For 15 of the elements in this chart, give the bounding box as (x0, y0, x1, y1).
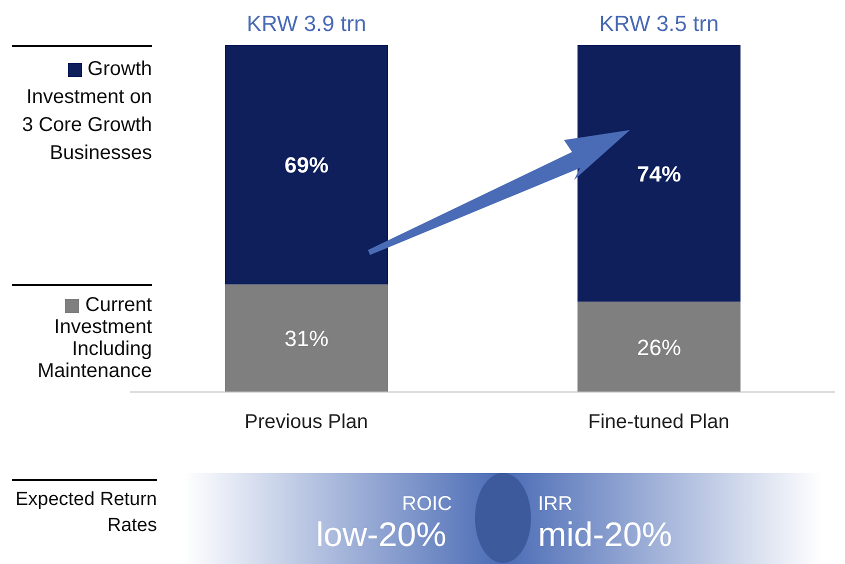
data-label: 69% (284, 152, 329, 178)
legend-label: Growth Investment on 3 Core Growth Businesses (12, 45, 152, 284)
text: IRR (538, 493, 572, 515)
total-label: KRW 3.9 trn (246, 11, 366, 36)
legend-label: Current Investment Including Maintenance (12, 284, 152, 392)
data-label: 26% (636, 334, 682, 360)
data-label: 74% (636, 161, 682, 186)
total-label: KRW 3.5 trn (599, 11, 719, 36)
data-label: 31% (284, 326, 329, 352)
text: mid-20% (538, 516, 672, 554)
text: Expected Return Rates (12, 479, 157, 539)
x-tick-label: Previous Plan (244, 411, 368, 434)
text: ROIC (402, 493, 452, 515)
text: low-20% (316, 516, 446, 554)
x-tick-label: Fine-tuned Plan (588, 411, 730, 434)
